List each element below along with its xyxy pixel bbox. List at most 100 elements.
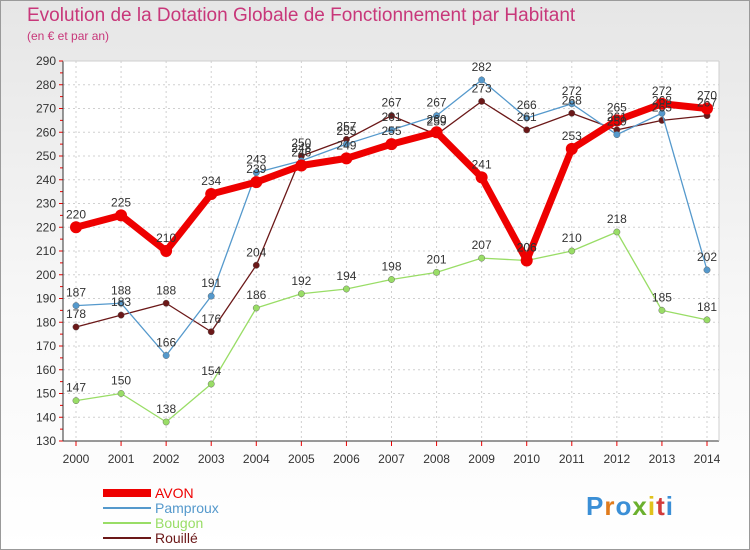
data-label-rouille: 267: [697, 96, 717, 110]
data-label-bougon: 181: [697, 300, 717, 314]
data-label-pamproux: 187: [66, 286, 86, 300]
proxiti-logo: Proxiti: [586, 491, 674, 522]
data-point-pamproux: [207, 292, 215, 300]
data-label-pamproux: 266: [517, 98, 537, 112]
data-label-bougon: 186: [246, 288, 266, 302]
data-point-rouille: [162, 299, 170, 307]
data-label-bougon: 154: [201, 364, 221, 378]
logo-letter: i: [665, 491, 674, 521]
data-label-rouille: 250: [291, 136, 311, 150]
data-label-pamproux: 255: [336, 124, 356, 138]
data-label-pamproux: 188: [111, 283, 131, 297]
data-point-pamproux: [523, 114, 531, 122]
data-point-bougon: [343, 285, 350, 293]
data-label-pamproux: 248: [291, 141, 311, 155]
y-tick-label: 230: [36, 197, 56, 211]
x-tick-label: 2004: [243, 452, 270, 466]
data-label-pamproux: 259: [607, 115, 627, 129]
data-label-pamproux: 191: [201, 276, 221, 290]
y-tick-label: 290: [36, 54, 56, 68]
data-label-bougon: 207: [472, 238, 492, 252]
data-label-rouille: 183: [111, 295, 131, 309]
x-tick-label: 2012: [604, 452, 631, 466]
y-tick-label: 240: [36, 173, 56, 187]
data-label-pamproux: 261: [381, 110, 401, 124]
logo-letter: i: [647, 491, 657, 521]
data-point-avon: [115, 209, 128, 222]
x-tick-label: 2014: [694, 452, 721, 466]
legend-label-bougon: Bougon: [155, 515, 203, 531]
data-label-bougon: 201: [427, 252, 447, 266]
data-label-rouille: 259: [427, 115, 447, 129]
y-tick-label: 260: [36, 125, 56, 139]
legend-label-pamproux: Pamproux: [155, 500, 219, 516]
data-point-pamproux: [658, 109, 666, 117]
data-label-bougon: 194: [336, 269, 356, 283]
data-point-avon: [250, 176, 263, 189]
x-tick-label: 2006: [333, 452, 360, 466]
data-label-bougon: 192: [291, 274, 311, 288]
data-point-bougon: [162, 418, 170, 426]
data-label-pamproux: 268: [652, 93, 672, 107]
data-point-avon: [295, 159, 308, 172]
data-label-avon: 239: [246, 162, 266, 176]
data-point-avon: [430, 126, 443, 139]
data-label-pamproux: 272: [562, 84, 582, 98]
x-tick-label: 2008: [423, 452, 450, 466]
data-label-rouille: 261: [517, 110, 537, 124]
data-label-bougon: 210: [562, 231, 582, 245]
data-point-pamproux: [568, 100, 576, 108]
y-tick-label: 170: [36, 339, 56, 353]
y-tick-label: 280: [36, 78, 56, 92]
data-label-pamproux: 166: [156, 336, 176, 350]
data-point-pamproux: [72, 302, 80, 310]
data-label-avon: 220: [66, 207, 86, 221]
data-label-avon: 270: [697, 89, 717, 103]
data-label-rouille: 261: [607, 110, 627, 124]
data-label-avon: 253: [562, 129, 582, 143]
data-label-avon: 241: [472, 157, 492, 171]
data-point-avon: [70, 221, 82, 234]
data-point-pamproux: [343, 140, 350, 148]
data-point-rouille: [523, 126, 531, 134]
data-point-bougon: [388, 276, 395, 283]
x-tick-label: 2003: [198, 452, 225, 466]
series: [70, 76, 713, 426]
legend-label-avon: AVON: [155, 485, 194, 501]
x-tick-label: 2005: [288, 452, 315, 466]
data-label-avon: 249: [336, 138, 356, 152]
data-label-bougon: 147: [66, 381, 86, 395]
data-point-rouille: [478, 97, 486, 105]
data-label-bougon: 150: [111, 374, 131, 388]
data-label-avon: 246: [291, 146, 311, 160]
data-point-pamproux: [388, 126, 395, 134]
y-tick-label: 190: [36, 292, 56, 306]
data-label-rouille: 178: [66, 307, 86, 321]
data-point-bougon: [297, 290, 305, 298]
data-label-avon: 210: [156, 231, 176, 245]
y-tick-label: 140: [36, 410, 56, 424]
data-label-rouille: 267: [381, 96, 401, 110]
data-label-avon: 260: [427, 112, 447, 126]
data-point-avon: [701, 102, 713, 115]
data-label-bougon: 218: [607, 212, 627, 226]
data-label-avon: 206: [517, 241, 537, 255]
data-label-rouille: 257: [336, 119, 356, 133]
y-tick-label: 210: [36, 244, 56, 258]
data-label-avon: 234: [201, 174, 221, 188]
data-point-pamproux: [613, 131, 621, 139]
data-label-bougon: 206: [517, 241, 537, 255]
data-point-bougon: [72, 397, 80, 405]
data-point-avon: [655, 97, 668, 110]
chart-title: Evolution de la Dotation Globale de Fonc…: [27, 5, 576, 26]
data-point-rouille: [207, 328, 215, 336]
axes: 1301401501601701801902002102202302402502…: [36, 54, 721, 466]
data-point-bougon: [117, 390, 125, 397]
data-point-pamproux: [117, 299, 125, 307]
x-tick-label: 2009: [468, 452, 495, 466]
y-tick-label: 180: [36, 315, 56, 329]
data-point-avon: [340, 152, 353, 165]
y-tick-label: 250: [36, 149, 56, 163]
